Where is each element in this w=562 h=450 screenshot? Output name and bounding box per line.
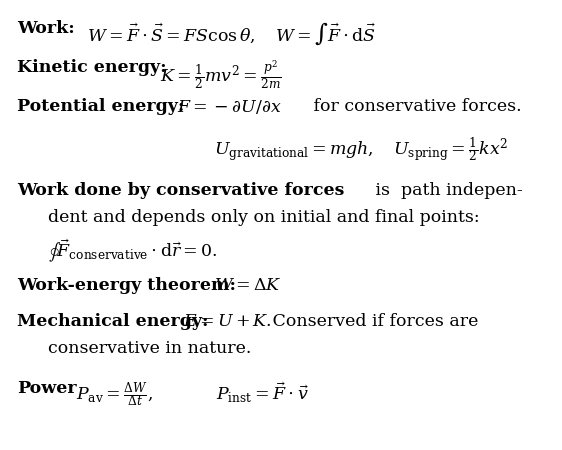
Text: for conservative forces.: for conservative forces. (308, 98, 522, 115)
Text: Work-energy theorem:: Work-energy theorem: (17, 277, 236, 294)
Text: is  path indepen-: is path indepen- (370, 182, 523, 199)
Text: Power: Power (17, 380, 76, 397)
Text: $\oint \vec{F}_{\mathrm{conservative}} \cdot \mathrm{d}\vec{r} = 0.$: $\oint \vec{F}_{\mathrm{conservative}} \… (48, 238, 217, 265)
Text: $P_{\mathrm{av}} = \frac{\Delta W}{\Delta t},$: $P_{\mathrm{av}} = \frac{\Delta W}{\Delt… (76, 380, 153, 410)
Text: $U_{\mathrm{gravitational}} = mgh,\quad U_{\mathrm{spring}} = \frac{1}{2}kx^2$: $U_{\mathrm{gravitational}} = mgh,\quad … (214, 135, 508, 164)
Text: conservative in nature.: conservative in nature. (48, 340, 251, 357)
Text: Conserved if forces are: Conserved if forces are (267, 313, 478, 330)
Text: dent and depends only on initial and final points:: dent and depends only on initial and fin… (48, 209, 479, 226)
Text: $E = U + K$.: $E = U + K$. (183, 313, 271, 330)
Text: Kinetic energy:: Kinetic energy: (17, 58, 166, 76)
Text: Potential energy:: Potential energy: (17, 98, 184, 115)
Text: Work done by conservative forces: Work done by conservative forces (17, 182, 345, 199)
Text: $W = \Delta K$: $W = \Delta K$ (214, 277, 281, 294)
Text: Work:: Work: (17, 20, 75, 37)
Text: Mechanical energy:: Mechanical energy: (17, 313, 209, 330)
Text: $P_{\mathrm{inst}} = \vec{F}\cdot\vec{v}$: $P_{\mathrm{inst}} = \vec{F}\cdot\vec{v}… (216, 380, 310, 405)
Text: $K = \frac{1}{2}mv^2 = \frac{p^2}{2m}$: $K = \frac{1}{2}mv^2 = \frac{p^2}{2m}$ (160, 58, 282, 92)
Text: $W = \vec{F}\cdot\vec{S} = FS\cos\theta,\quad W = \int \vec{F}\cdot\mathrm{d}\ve: $W = \vec{F}\cdot\vec{S} = FS\cos\theta,… (87, 20, 377, 46)
Text: $F = -\partial U/\partial x$: $F = -\partial U/\partial x$ (177, 98, 282, 116)
